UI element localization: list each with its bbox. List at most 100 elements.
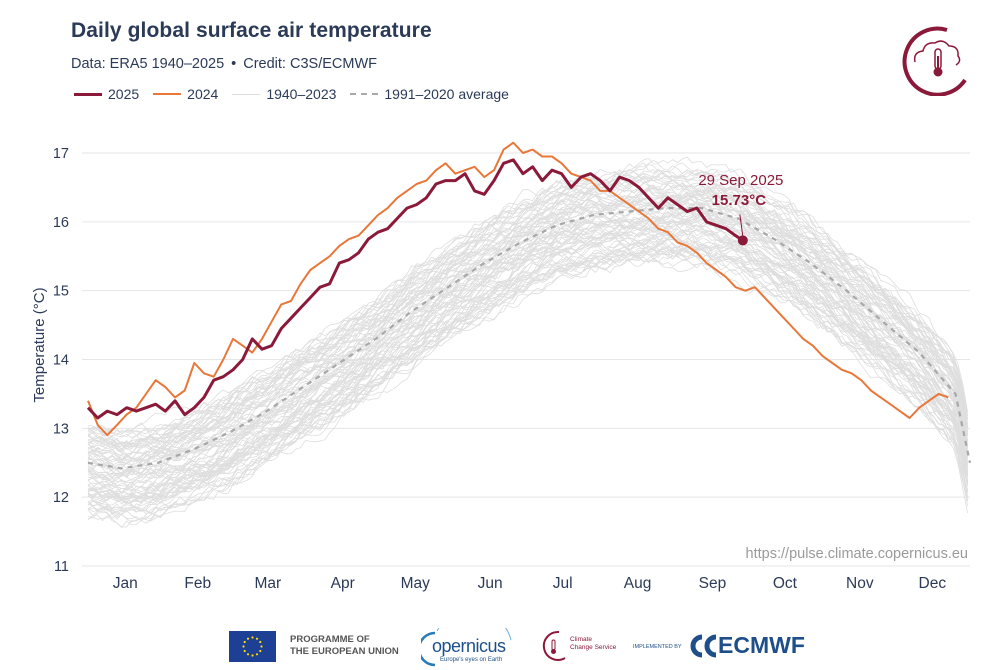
eu-star — [243, 649, 246, 653]
historical-year-line — [87, 246, 968, 529]
ecmwf-logo-icon — [690, 634, 717, 658]
c3s-logo-icon — [542, 630, 566, 661]
historical-year-line — [87, 194, 968, 454]
legend-swatch-2025 — [74, 92, 102, 96]
credit: Credit: C3S/ECMWF — [243, 56, 377, 72]
x-tick-label: Sep — [699, 575, 727, 592]
legend-item-average[interactable]: 1991–2020 average — [350, 86, 509, 102]
y-tick-label: 17 — [53, 146, 69, 162]
legend-label: 1940–2023 — [266, 86, 337, 102]
historical-year-line — [87, 256, 968, 520]
copernicus-wordmark: opernicus — [432, 636, 506, 656]
historical-year-line — [87, 211, 968, 494]
series-2024 — [87, 141, 949, 437]
x-tick-label: Mar — [254, 575, 281, 592]
series-average — [87, 207, 972, 470]
y-tick-label: 16 — [53, 215, 69, 231]
legend-swatch-2024 — [153, 93, 182, 95]
latest-point-marker[interactable] — [737, 235, 748, 246]
x-tick-label: Feb — [184, 575, 211, 592]
historical-year-line — [87, 199, 968, 455]
copernicus-logo-icon — [421, 628, 512, 667]
legend-item-2024[interactable]: 2024 — [153, 86, 218, 102]
y-tick-label: 14 — [53, 353, 69, 369]
y-tick-label: 13 — [53, 421, 69, 437]
copernicus-tagline: Europe's eyes on Earth — [440, 657, 503, 663]
eu-star — [243, 640, 246, 644]
x-tick-label: Jun — [478, 575, 503, 592]
legend-item-historical[interactable]: 1940–2023 — [232, 86, 336, 102]
c3s-wordmark: Climate Change Service — [570, 636, 617, 651]
historical-year-line — [87, 194, 968, 478]
eu-star — [255, 653, 259, 656]
legend-swatch-historical — [232, 93, 261, 95]
historical-year-line — [87, 205, 968, 482]
series-1940-2023 — [87, 156, 968, 529]
historical-year-line — [87, 156, 968, 438]
ecmwf-wordmark: ECMWF — [718, 632, 805, 658]
eu-star — [242, 645, 245, 648]
line-2025 — [86, 158, 744, 420]
chart-subtitle: Data: ERA5 1940–2025 • Credit: C3S/ECMWF — [71, 56, 377, 72]
series-2025 — [86, 158, 744, 420]
x-tick-label: May — [401, 575, 431, 592]
eu-star — [260, 645, 263, 648]
footer-logos: PROGRAMME OF THE EUROPEAN UNION opernicus… — [0, 626, 1000, 670]
legend-item-2025[interactable]: 2025 — [74, 86, 139, 102]
historical-year-line — [87, 168, 968, 438]
source-url[interactable]: https://pulse.climate.copernicus.eu — [745, 546, 968, 562]
x-tick-label: Jan — [113, 575, 138, 592]
temperature-chart: 11 12 13 14 15 16 17 Jan Feb Mar Apr May Jun Jul Aug S… — [31, 141, 972, 592]
implemented-by-text: IMPLEMENTED BY — [633, 644, 682, 650]
legend-label: 2024 — [187, 86, 219, 102]
annotation: 29 Sep 2025 15.73°C — [698, 172, 783, 246]
historical-year-line — [87, 173, 968, 436]
historical-year-line — [87, 228, 968, 515]
x-tick-label: Oct — [773, 575, 798, 592]
historical-year-line — [87, 186, 968, 454]
historical-year-line — [87, 233, 968, 503]
grid-lines — [82, 152, 970, 567]
average-line — [87, 207, 972, 470]
data-source: Data: ERA5 1940–2025 — [71, 56, 225, 72]
historical-year-line — [87, 182, 968, 450]
x-tick-label: Nov — [846, 575, 874, 592]
y-tick-label: 11 — [54, 559, 69, 575]
legend-label: 2025 — [108, 86, 140, 102]
eu-star — [259, 649, 262, 653]
y-axis-label: Temperature (°C) — [31, 287, 48, 402]
x-axis-ticks: Jan Feb Mar Apr May Jun Jul Aug Sep Oct Nov Dec — [113, 575, 947, 592]
climate-change-service-logo-icon — [902, 26, 967, 96]
historical-year-line — [87, 252, 968, 520]
historical-year-line — [87, 181, 968, 451]
y-axis-ticks: 11 12 13 14 15 16 17 — [53, 146, 69, 575]
line-2024 — [87, 141, 949, 437]
x-tick-label: Jul — [553, 575, 573, 592]
historical-year-line — [87, 157, 968, 448]
annotation-date: 29 Sep 2025 — [698, 172, 783, 189]
x-tick-label: Dec — [919, 575, 947, 592]
eu-star — [259, 640, 262, 644]
separator-dot: • — [231, 56, 237, 72]
chart-title: Daily global surface air temperature — [71, 19, 432, 42]
x-tick-label: Apr — [331, 575, 355, 592]
y-tick-label: 12 — [53, 490, 69, 506]
eu-flag-icon — [229, 631, 276, 662]
historical-year-line — [87, 230, 968, 487]
historical-year-line — [87, 211, 968, 482]
historical-year-line — [87, 172, 968, 463]
legend-label: 1991–2020 average — [384, 86, 509, 102]
historical-year-line — [87, 251, 968, 523]
historical-year-line — [87, 183, 968, 452]
historical-year-line — [87, 162, 968, 450]
eu-programme-text: PROGRAMME OF THE EUROPEAN UNION — [290, 634, 399, 657]
x-tick-label: Aug — [624, 575, 652, 592]
historical-year-line — [87, 232, 968, 479]
historical-year-line — [87, 244, 968, 514]
annotation-leader — [739, 214, 744, 237]
historical-year-line — [87, 169, 968, 448]
annotation-value: 15.73°C — [712, 192, 767, 209]
eu-star — [246, 653, 250, 656]
eu-star — [251, 636, 254, 639]
eu-star — [255, 637, 259, 640]
